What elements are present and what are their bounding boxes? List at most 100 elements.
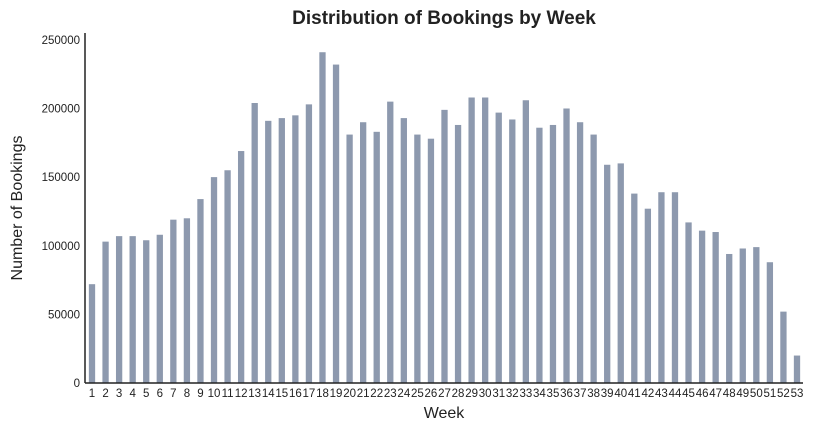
bar-week-35 bbox=[549, 124, 557, 384]
bar-week-20 bbox=[346, 134, 353, 383]
x-tick-label: 52 bbox=[777, 388, 790, 400]
bar-week-10 bbox=[210, 177, 218, 383]
x-tick-label: 41 bbox=[628, 388, 641, 400]
x-tick-label: 34 bbox=[533, 388, 546, 400]
x-tick-label: 8 bbox=[184, 388, 190, 400]
bar-week-34 bbox=[536, 127, 543, 384]
bar-week-40 bbox=[617, 163, 624, 383]
bar-week-12 bbox=[237, 151, 245, 383]
y-tick-label: 200000 bbox=[42, 103, 80, 115]
bar-week-27 bbox=[441, 109, 448, 384]
x-tick-label: 27 bbox=[438, 388, 451, 400]
x-tick-label: 44 bbox=[669, 388, 682, 400]
x-ticks-group: 1 2 3 4 5 6 7 8 9 10 11 12 13 14 15 16 17 18 19 20 21 22 23 24 2… bbox=[89, 388, 804, 400]
x-tick-label: 48 bbox=[723, 388, 736, 400]
x-tick-label: 23 bbox=[384, 388, 397, 400]
bar-week-44 bbox=[671, 192, 679, 383]
x-tick-label: 38 bbox=[587, 388, 600, 400]
x-axis-label: Week bbox=[424, 405, 466, 422]
x-tick-label: 37 bbox=[574, 388, 587, 400]
x-tick-label: 28 bbox=[452, 388, 465, 400]
x-tick-label: 26 bbox=[425, 388, 438, 400]
x-tick-label: 18 bbox=[316, 388, 329, 400]
bar-week-3 bbox=[115, 236, 123, 383]
x-tick-label: 5 bbox=[143, 388, 149, 400]
x-tick-label: 22 bbox=[370, 388, 383, 400]
x-tick-label: 39 bbox=[601, 388, 614, 400]
bar-week-7 bbox=[170, 219, 177, 383]
x-tick-label: 24 bbox=[397, 388, 410, 400]
x-tick-label: 13 bbox=[248, 388, 261, 400]
bar-week-42 bbox=[644, 208, 652, 383]
bar-week-45 bbox=[685, 222, 692, 383]
bar-week-47 bbox=[712, 232, 719, 383]
x-tick-label: 40 bbox=[614, 388, 627, 400]
bar-week-39 bbox=[604, 164, 611, 383]
y-ticks-group: 0 50000 100000 150000 200000 250000 bbox=[42, 35, 80, 390]
y-tick-label: 250000 bbox=[42, 35, 80, 47]
x-tick-label: 6 bbox=[157, 388, 163, 400]
x-tick-label: 25 bbox=[411, 388, 424, 400]
bar-week-19 bbox=[332, 64, 340, 383]
x-tick-label: 21 bbox=[357, 388, 370, 400]
bar-week-16 bbox=[292, 115, 299, 383]
bar-week-2 bbox=[102, 241, 109, 383]
x-tick-label: 43 bbox=[655, 388, 668, 400]
bar-week-32 bbox=[509, 119, 516, 383]
bar-week-48 bbox=[726, 253, 733, 383]
y-axis-label: Number of Bookings bbox=[9, 136, 26, 281]
bar-week-24 bbox=[400, 118, 407, 383]
bar-week-50 bbox=[753, 247, 760, 383]
bar-week-13 bbox=[251, 103, 258, 383]
bar-week-52 bbox=[780, 311, 787, 383]
x-tick-label: 17 bbox=[303, 388, 316, 400]
chart-title: Distribution of Bookings by Week bbox=[292, 8, 596, 29]
bar-week-5 bbox=[143, 240, 150, 383]
bar-week-22 bbox=[373, 131, 380, 383]
x-tick-label: 14 bbox=[262, 388, 275, 400]
x-tick-label: 33 bbox=[519, 388, 532, 400]
bar-week-29 bbox=[468, 97, 475, 383]
x-tick-label: 35 bbox=[547, 388, 560, 400]
x-tick-label: 4 bbox=[129, 388, 136, 400]
x-tick-label: 49 bbox=[736, 388, 749, 400]
x-tick-label: 51 bbox=[763, 388, 776, 400]
bar-week-1 bbox=[88, 284, 96, 383]
bar-week-53 bbox=[793, 355, 801, 383]
x-tick-label: 31 bbox=[492, 388, 505, 400]
x-tick-label: 19 bbox=[330, 388, 343, 400]
bar-week-49 bbox=[739, 248, 746, 383]
x-tick-label: 3 bbox=[116, 388, 122, 400]
y-tick-label: 150000 bbox=[42, 172, 80, 184]
x-tick-label: 11 bbox=[222, 388, 234, 400]
bar-week-14 bbox=[265, 120, 272, 383]
bar-week-31 bbox=[495, 112, 502, 384]
bar-week-46 bbox=[698, 230, 706, 383]
bar-week-51 bbox=[766, 262, 774, 383]
bar-week-6 bbox=[156, 234, 163, 383]
y-tick-label: 100000 bbox=[42, 241, 80, 253]
bar-week-17 bbox=[305, 104, 313, 384]
x-tick-label: 45 bbox=[682, 388, 695, 400]
bar-week-8 bbox=[183, 218, 191, 383]
x-tick-label: 7 bbox=[170, 388, 176, 400]
x-tick-label: 15 bbox=[275, 388, 288, 400]
bar-week-26 bbox=[427, 138, 435, 383]
x-tick-label: 16 bbox=[289, 388, 302, 400]
y-tick-label: 0 bbox=[74, 378, 80, 390]
x-tick-label: 53 bbox=[791, 388, 804, 400]
bar-week-33 bbox=[522, 100, 529, 383]
bar-week-23 bbox=[387, 101, 394, 383]
bar-week-9 bbox=[197, 199, 204, 383]
bar-week-30 bbox=[482, 97, 489, 383]
bar-week-41 bbox=[631, 193, 638, 383]
x-tick-label: 29 bbox=[465, 388, 478, 400]
bar-week-37 bbox=[576, 122, 584, 383]
x-tick-label: 50 bbox=[750, 388, 763, 400]
x-tick-label: 36 bbox=[560, 388, 573, 400]
bar-week-15 bbox=[278, 118, 285, 383]
x-tick-label: 9 bbox=[197, 388, 203, 400]
x-tick-label: 1 bbox=[89, 388, 95, 400]
x-tick-label: 47 bbox=[709, 388, 722, 400]
bars-group bbox=[88, 52, 801, 384]
